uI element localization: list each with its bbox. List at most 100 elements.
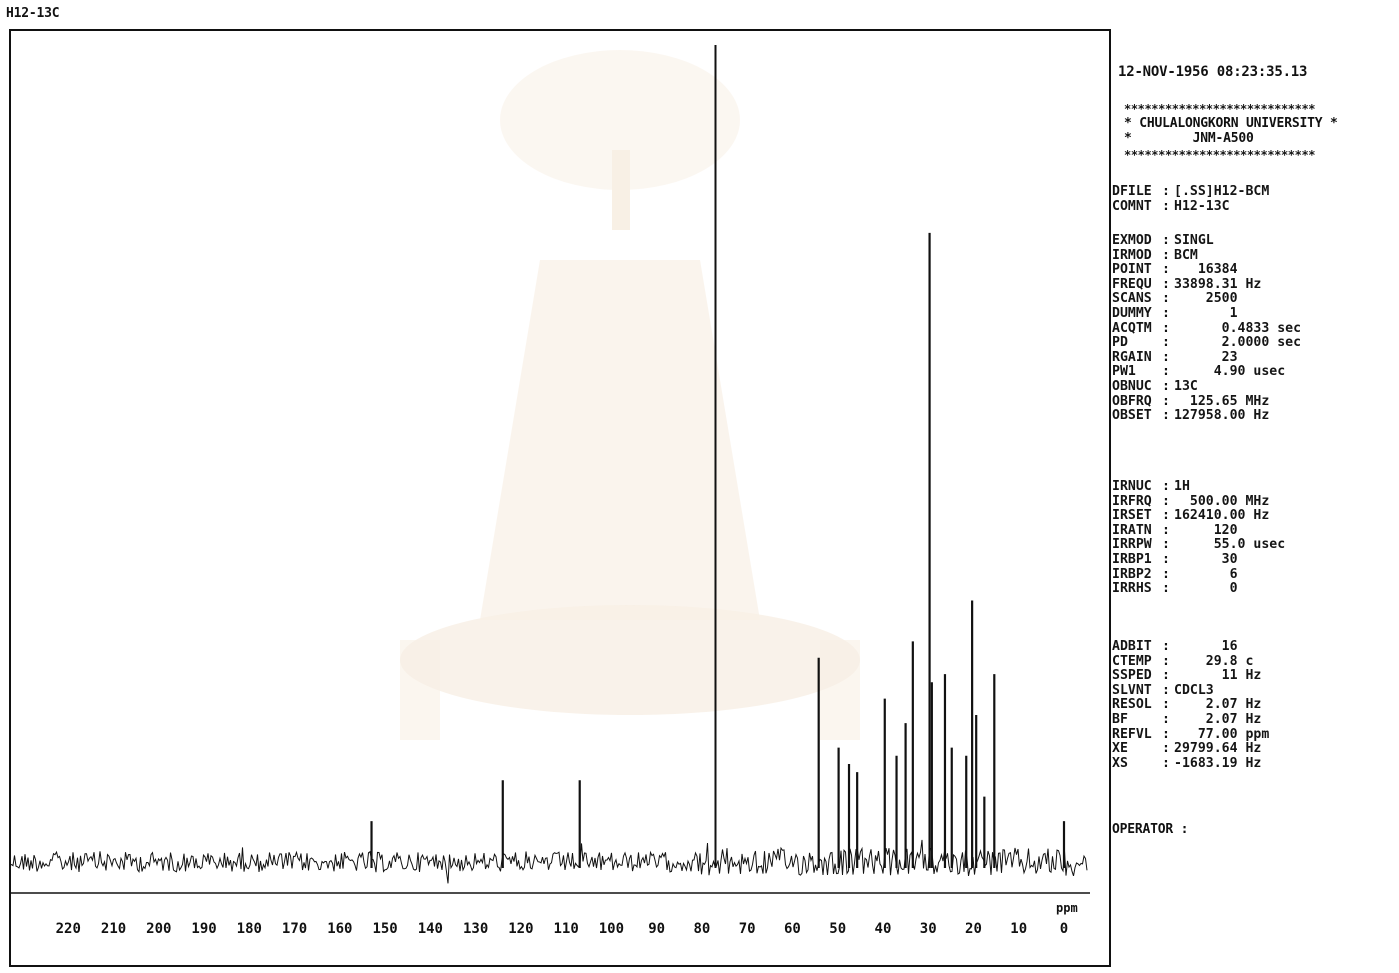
param-value: 2.07 Hz xyxy=(1174,711,1262,727)
param-key: FREQU xyxy=(1112,276,1152,292)
params-file-group: DFILE: [.SS]H12-BCM COMNT: H12-13C xyxy=(1112,184,1270,215)
param-separator: : xyxy=(1162,639,1170,654)
banner-instrument: JNM-A500 xyxy=(1192,131,1254,146)
param-row-pw1: PW1: 4.90 usec xyxy=(1112,365,1301,380)
param-value: 16384 xyxy=(1174,262,1238,278)
x-tick-label-0: 0 xyxy=(1060,921,1068,937)
param-row-xs: XS: -1683.19 Hz xyxy=(1112,755,1269,772)
baseline-noise-trace xyxy=(9,839,1088,884)
x-tick-label-220: 220 xyxy=(56,921,81,937)
param-row-dfile: DFILE: [.SS]H12-BCM xyxy=(1112,184,1270,200)
param-key: RGAIN xyxy=(1112,349,1152,365)
banner-star-left-2: * xyxy=(1124,131,1132,146)
params-irradiation-group: IRNUC:1H IRFRQ: 500.00 MHz IRSET:162410.00… xyxy=(1112,479,1285,597)
university-seal-watermark xyxy=(400,50,860,740)
x-tick-label-170: 170 xyxy=(282,921,307,937)
param-separator: : xyxy=(1162,393,1170,409)
param-row-obset: OBSET:127958.00 Hz xyxy=(1112,409,1301,424)
x-tick-label-110: 110 xyxy=(553,921,578,937)
x-tick-label-100: 100 xyxy=(599,921,624,937)
x-tick-label-130: 130 xyxy=(463,921,488,937)
param-key: IRATN xyxy=(1112,522,1152,538)
param-key: PW1 xyxy=(1112,364,1136,380)
param-value: SINGL xyxy=(1174,233,1214,248)
param-key: EXMOD xyxy=(1112,233,1152,248)
param-separator: : xyxy=(1162,566,1170,582)
x-tick-label-40: 40 xyxy=(875,921,892,937)
param-value: 29.8 c xyxy=(1174,653,1254,669)
x-tick-label-80: 80 xyxy=(693,921,710,937)
banner-star-left: * xyxy=(1124,116,1132,131)
param-row-irbp1: IRBP1: 30 xyxy=(1112,551,1285,568)
param-row-comnt: COMNT: H12-13C xyxy=(1112,199,1269,215)
param-separator: : xyxy=(1162,522,1170,538)
param-key: IRFRQ xyxy=(1112,493,1152,509)
param-row-refvl: REFVL: 77.00 ppm xyxy=(1112,726,1270,743)
param-key: IRBP1 xyxy=(1112,551,1152,567)
param-separator: : xyxy=(1162,755,1170,771)
param-value: 2.07 Hz xyxy=(1174,697,1262,713)
param-value: [.SS]H12-BCM xyxy=(1174,184,1270,199)
param-value: 33898.31 Hz xyxy=(1174,276,1262,292)
banner-line2: * JNM-A500 xyxy=(1124,131,1254,146)
x-tick-label-120: 120 xyxy=(508,921,533,937)
banner-institution: CHULALONGKORN UNIVERSITY xyxy=(1139,116,1323,131)
param-separator: : xyxy=(1162,493,1170,509)
x-tick-label-10: 10 xyxy=(1010,921,1027,937)
param-value: 162410.00 Hz xyxy=(1174,508,1270,524)
param-separator: : xyxy=(1162,653,1170,669)
param-separator: : xyxy=(1162,335,1170,351)
param-separator: : xyxy=(1162,726,1170,742)
x-tick-label-180: 180 xyxy=(237,921,262,937)
param-key: BF xyxy=(1112,711,1128,727)
plot-frame xyxy=(9,29,1111,967)
x-tick-label-150: 150 xyxy=(372,921,397,937)
x-tick-label-50: 50 xyxy=(829,921,846,937)
banner-top-border: **************************** xyxy=(1124,102,1316,116)
param-key: IRSET xyxy=(1112,508,1152,524)
param-separator: : xyxy=(1162,581,1170,597)
param-row-slvnt: SLVNT: CDCL3 xyxy=(1112,683,1269,699)
param-key: OBFRQ xyxy=(1112,393,1152,409)
param-key: IRMOD xyxy=(1112,247,1152,263)
param-key: XE xyxy=(1112,741,1128,757)
param-separator: : xyxy=(1162,378,1170,394)
param-separator: : xyxy=(1162,247,1170,263)
param-key: RESOL xyxy=(1112,697,1152,713)
params-acquisition-group: EXMOD: SINGL IRMOD: BCM POINT: 16384 FREQU:33… xyxy=(1112,233,1301,424)
param-value: 77.00 ppm xyxy=(1174,726,1270,742)
param-separator: : xyxy=(1162,479,1170,494)
param-key: IRRHS xyxy=(1112,581,1152,597)
param-row-exmod: EXMOD: SINGL xyxy=(1112,233,1301,249)
param-row-iratn: IRATN: 120 xyxy=(1112,522,1285,539)
param-row-irset: IRSET:162410.00 Hz xyxy=(1112,509,1285,524)
param-value: BCM xyxy=(1174,247,1198,263)
x-tick-label-200: 200 xyxy=(146,921,171,937)
x-tick-label-210: 210 xyxy=(101,921,126,937)
param-separator: : xyxy=(1162,508,1170,524)
param-key: REFVL xyxy=(1112,726,1152,742)
param-separator: : xyxy=(1162,741,1170,757)
param-value: 127958.00 Hz xyxy=(1174,408,1270,424)
param-separator: : xyxy=(1162,291,1170,307)
param-value: 125.65 MHz xyxy=(1174,393,1270,409)
param-value: 4.90 usec xyxy=(1174,364,1286,380)
param-separator: : xyxy=(1162,276,1170,292)
acquisition-datetime: 12-NOV-1956 08:23:35.13 xyxy=(1118,64,1308,80)
banner-bottom-border: **************************** xyxy=(1124,148,1316,162)
param-value: 1 xyxy=(1174,305,1238,321)
param-row-scans: SCANS: 2500 xyxy=(1112,292,1301,307)
param-value: 2.0000 sec xyxy=(1174,335,1302,351)
param-separator: : xyxy=(1162,305,1170,321)
param-row-pd: PD: 2.0000 sec xyxy=(1112,336,1301,351)
param-separator: : xyxy=(1162,697,1170,713)
param-row-dummy: DUMMY: 1 xyxy=(1112,305,1301,322)
param-value: 500.00 MHz xyxy=(1174,493,1270,509)
param-row-obnuc: OBNUC:13C xyxy=(1112,378,1301,395)
param-value: 0 xyxy=(1174,581,1238,597)
param-value: 23 xyxy=(1174,349,1238,365)
param-key: DUMMY xyxy=(1112,305,1152,321)
param-key: OBSET xyxy=(1112,408,1152,424)
param-key: IRBP2 xyxy=(1112,566,1152,582)
